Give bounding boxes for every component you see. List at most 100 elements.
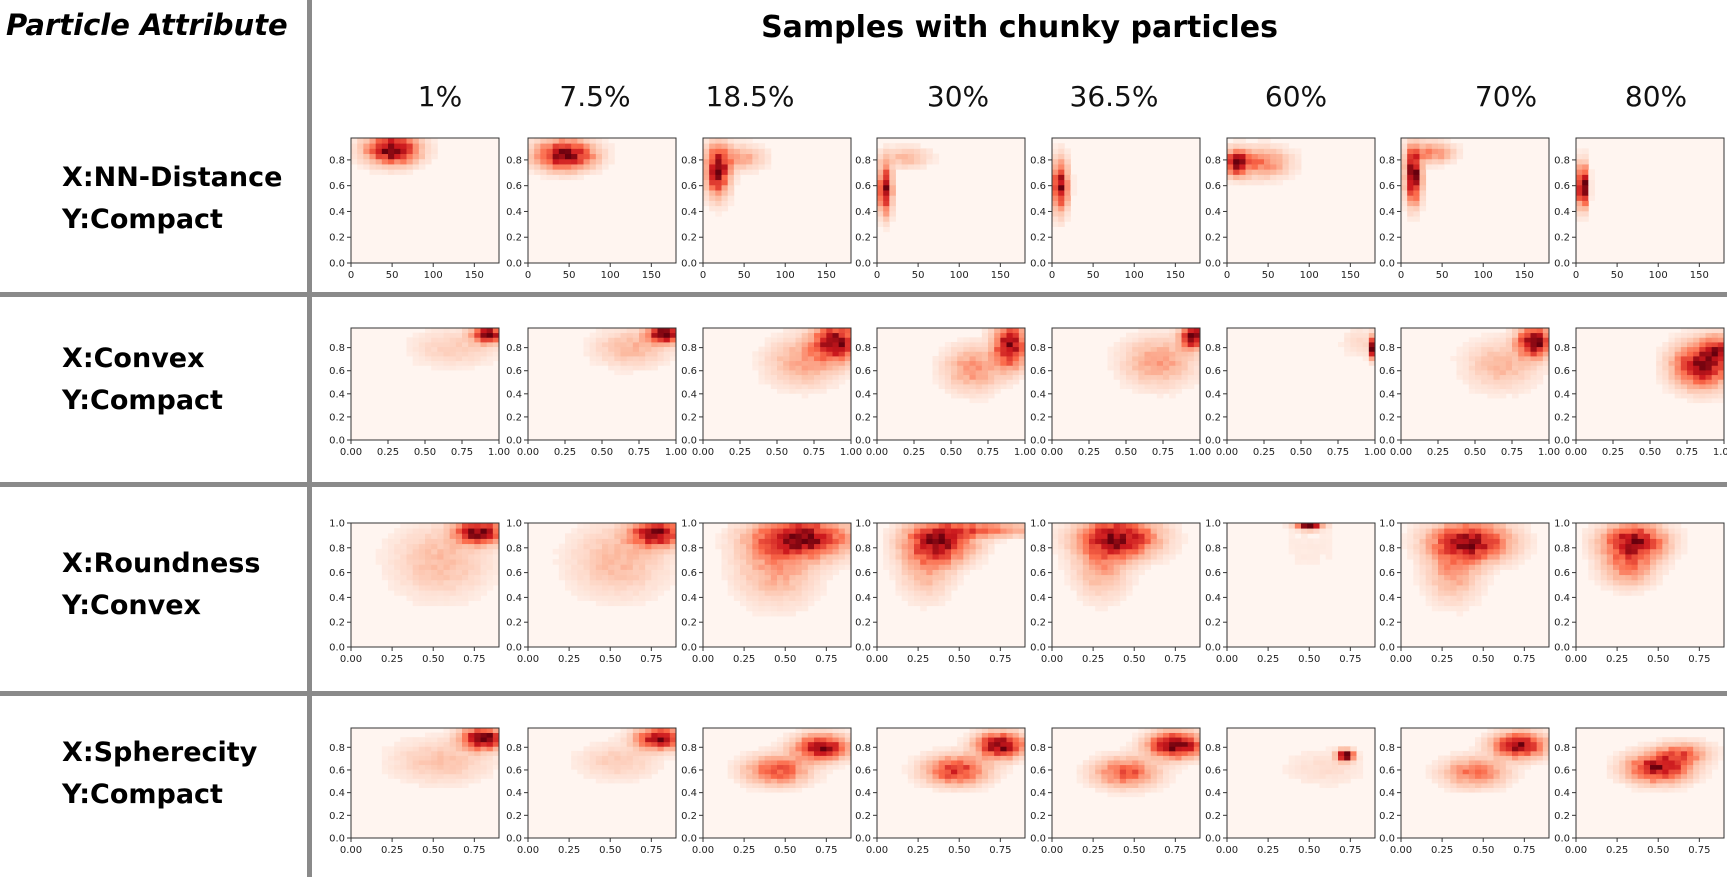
heatmap-cell [639, 737, 646, 743]
heatmap-cell [1656, 365, 1663, 371]
heatmap-cell [474, 760, 481, 766]
heatmap-cell [820, 548, 827, 555]
heatmap-cell [727, 769, 735, 775]
heatmap-cell [528, 138, 535, 144]
heatmap-cell [907, 538, 915, 545]
x-tick-label: 150 [991, 270, 1010, 281]
heatmap-cell [418, 746, 426, 752]
heatmap-cell [552, 559, 560, 565]
heatmap-cell [814, 564, 821, 570]
heatmap-cell [474, 746, 481, 752]
heatmap-cell [907, 764, 915, 770]
heatmap-cell [468, 569, 475, 576]
x-tick-label: 0.00 [1216, 654, 1238, 665]
heatmap-cell [388, 153, 395, 160]
heatmap-cell [1064, 148, 1071, 155]
heatmap-cell [651, 737, 658, 743]
heatmap-cell [1064, 200, 1071, 207]
heatmap-cell [1301, 543, 1308, 550]
heatmap-cell [1619, 590, 1626, 596]
heatmap-cell [425, 528, 432, 534]
heatmap-cell [540, 174, 547, 181]
heatmap-cell [437, 755, 444, 761]
heatmap-cell [1058, 153, 1065, 160]
heatmap-cell [1693, 384, 1700, 390]
heatmap-cell [468, 356, 475, 362]
heatmap-cell [1000, 342, 1007, 348]
heatmap-cell [838, 728, 846, 733]
heatmap-cell [1530, 346, 1538, 352]
heatmap-cell [1493, 337, 1501, 343]
heatmap-cell [1101, 533, 1108, 539]
heatmap-cell [651, 569, 658, 576]
heatmap-cell [1288, 174, 1296, 181]
heatmap-cell [889, 216, 896, 222]
heatmap-cell [1419, 559, 1427, 565]
heatmap-cell [1705, 374, 1713, 380]
heatmap-cell [583, 138, 591, 144]
heatmap-cell [1245, 143, 1253, 149]
heatmap-cell [425, 328, 432, 334]
heatmap-cell [632, 746, 640, 752]
heatmap-cell [1150, 360, 1158, 366]
x-tick-label: 0.00 [1565, 447, 1587, 458]
heatmap-cell [1413, 164, 1420, 170]
heatmap-cell [406, 342, 414, 348]
heatmap-cell [877, 174, 884, 181]
heatmap-cell [1606, 528, 1614, 534]
heatmap-cell [418, 579, 426, 586]
heatmap-cell [1282, 523, 1290, 529]
heatmap-cell [577, 764, 584, 770]
heatmap-cell [663, 356, 671, 362]
heatmap-cell [651, 760, 658, 766]
heatmap-cell [1643, 564, 1651, 570]
heatmap-cell [1674, 393, 1682, 399]
heatmap-cell [1113, 523, 1121, 529]
heatmap-cell [1313, 559, 1320, 565]
heatmap-cell [758, 778, 766, 784]
heatmap-cell [1425, 554, 1433, 560]
heatmap-cell [752, 164, 759, 170]
heatmap-cell [832, 746, 840, 752]
heatmap-cell [1012, 379, 1020, 385]
heatmap-cell [1643, 533, 1651, 539]
y-tick-label: 0.0 [1030, 436, 1046, 447]
heatmap-cell [632, 346, 640, 352]
heatmap-cell [437, 523, 444, 529]
heatmap-cell [969, 384, 977, 390]
heatmap-cell [944, 360, 952, 366]
heatmap-cell [1181, 356, 1189, 362]
x-tick-label: 0.25 [381, 654, 403, 665]
heatmap-cell [595, 158, 603, 165]
heatmap-cell [486, 538, 494, 545]
heatmap-cell [449, 559, 457, 565]
heatmap-cell [1475, 370, 1482, 376]
heatmap-cell [1699, 388, 1706, 394]
heatmap-cell [1082, 574, 1090, 581]
heatmap-cell [877, 179, 884, 186]
heatmap-cell [1150, 370, 1158, 376]
heatmap-cell [988, 332, 995, 338]
heatmap-cell [406, 569, 414, 576]
heatmap-cell [1505, 559, 1513, 565]
heatmap-cell [583, 746, 591, 752]
heatmap-cell [1468, 356, 1476, 362]
heatmap-cell [462, 548, 469, 555]
heatmap-cell [1193, 342, 1201, 348]
heatmap-cell [883, 195, 890, 201]
heatmap-cell [1512, 538, 1519, 545]
heatmap-cell [740, 533, 747, 539]
heatmap-cell [1481, 590, 1488, 596]
y-tick-label: 0.6 [329, 765, 345, 776]
heatmap-cell [1536, 379, 1544, 385]
heatmap-cell [914, 590, 921, 596]
heatmap-cell [975, 523, 983, 529]
heatmap-cell [1058, 174, 1065, 181]
heatmap-cell [770, 384, 778, 390]
heatmap-cell [1419, 585, 1427, 591]
heatmap-cell [957, 523, 964, 529]
heatmap-cell [926, 590, 933, 596]
heatmap-cell [418, 153, 426, 160]
heatmap-cell [1530, 538, 1538, 545]
heatmap-cell [418, 543, 426, 550]
